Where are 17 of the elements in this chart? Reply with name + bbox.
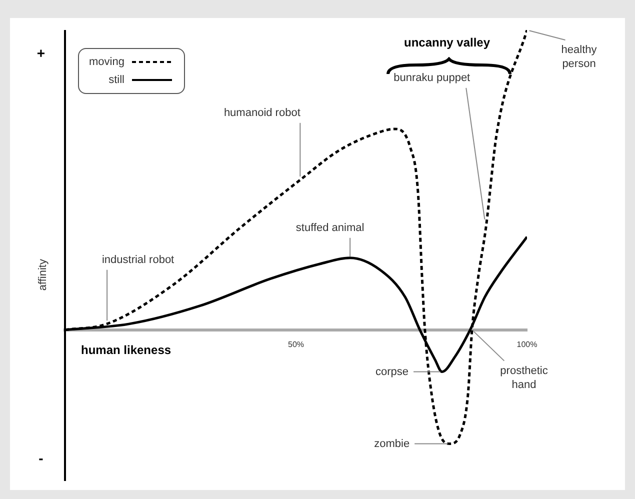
annotation: humanoid robot	[224, 106, 300, 119]
annotation: industrial robot	[102, 254, 174, 266]
annotation: corpse	[375, 366, 409, 378]
legend-label: moving	[89, 56, 124, 68]
y-axis-title: affinity	[37, 258, 50, 291]
annotation: uncanny valley	[404, 35, 490, 50]
x-axis-title: human likeness	[81, 343, 172, 358]
annotation: stuffed animal	[296, 222, 364, 234]
x-tick-label: 50%	[288, 340, 304, 349]
text: -	[38, 450, 44, 466]
annotation: healthy person	[561, 44, 598, 70]
annotation: zombie	[374, 438, 410, 450]
annotation: bunraku puppet	[394, 72, 470, 84]
annotation: prosthetic hand	[500, 364, 548, 391]
x-tick-label: 100%	[516, 340, 538, 349]
legend-label: still	[108, 74, 124, 86]
text: +	[36, 44, 46, 61]
